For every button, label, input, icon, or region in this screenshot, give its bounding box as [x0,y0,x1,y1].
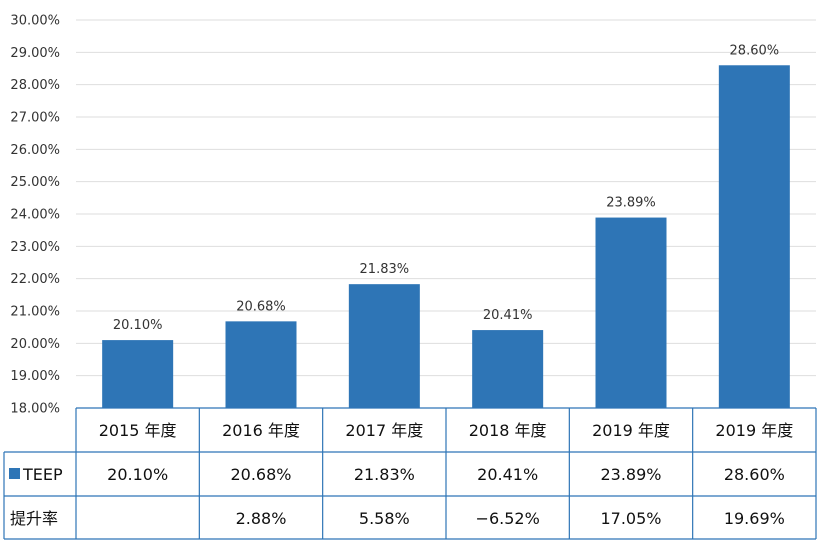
table-cell: 20.68% [230,465,291,484]
legend-key-teep [9,468,20,479]
table-cell: 5.58% [359,509,410,528]
gridlines [76,19,816,377]
y-tick-label: 26.00% [10,143,60,158]
y-tick-label: 22.00% [10,272,60,287]
y-tick-label: 19.00% [10,369,60,384]
table-cell: 20.10% [107,465,168,484]
data-label: 20.68% [236,299,286,314]
category-label: 2016 年度 [222,421,300,440]
bar-teep-3 [472,330,544,408]
y-tick-label: 21.00% [10,305,60,320]
data-labels: 20.10% 20.68% 21.83% 20.41% 23.89% 28.60% [113,43,779,333]
data-label: 28.60% [730,43,780,58]
data-label: 21.83% [360,262,410,277]
y-tick-label: 23.00% [10,240,60,255]
data-label: 20.41% [483,308,533,323]
y-tick-label: 29.00% [10,46,60,61]
table-cell: 2.88% [236,509,287,528]
category-label: 2019 年度 [592,421,670,440]
category-label: 2015 年度 [99,421,177,440]
row-label: TEEP [22,465,63,484]
bar-teep-4 [595,217,667,408]
bar-teep-0 [102,340,174,408]
category-label: 2018 年度 [469,421,547,440]
y-tick-label: 30.00% [10,14,60,29]
y-tick-label: 18.00% [10,402,60,417]
table-cell: 28.60% [724,465,785,484]
y-tick-label: 24.00% [10,208,60,223]
data-table: 2015 年度 2016 年度 2017 年度 2018 年度 2019 年度 2019 … [3,407,817,540]
bars [102,65,790,409]
data-label: 23.89% [606,196,656,211]
category-label: 2019 年度 [715,421,793,440]
row-label: 提升率 [10,509,58,528]
category-label: 2017 年度 [345,421,423,440]
y-axis-ticks: 18.00% 19.00% 20.00% 21.00% 22.00% 23.00% 24.0… [10,14,60,417]
data-label: 20.10% [113,318,163,333]
y-tick-label: 20.00% [10,337,60,352]
table-cell: 17.05% [600,509,661,528]
y-tick-label: 25.00% [10,175,60,190]
table-cell: 21.83% [354,465,415,484]
table-cell: −6.52% [476,509,540,528]
bar-teep-1 [225,321,297,408]
table-cell: 23.89% [600,465,661,484]
y-tick-label: 27.00% [10,111,60,126]
table-cell: 20.41% [477,465,538,484]
y-tick-label: 28.00% [10,78,60,93]
bar-teep-2 [348,284,420,408]
table-cell: 19.69% [724,509,785,528]
bar-teep-5 [718,65,790,409]
